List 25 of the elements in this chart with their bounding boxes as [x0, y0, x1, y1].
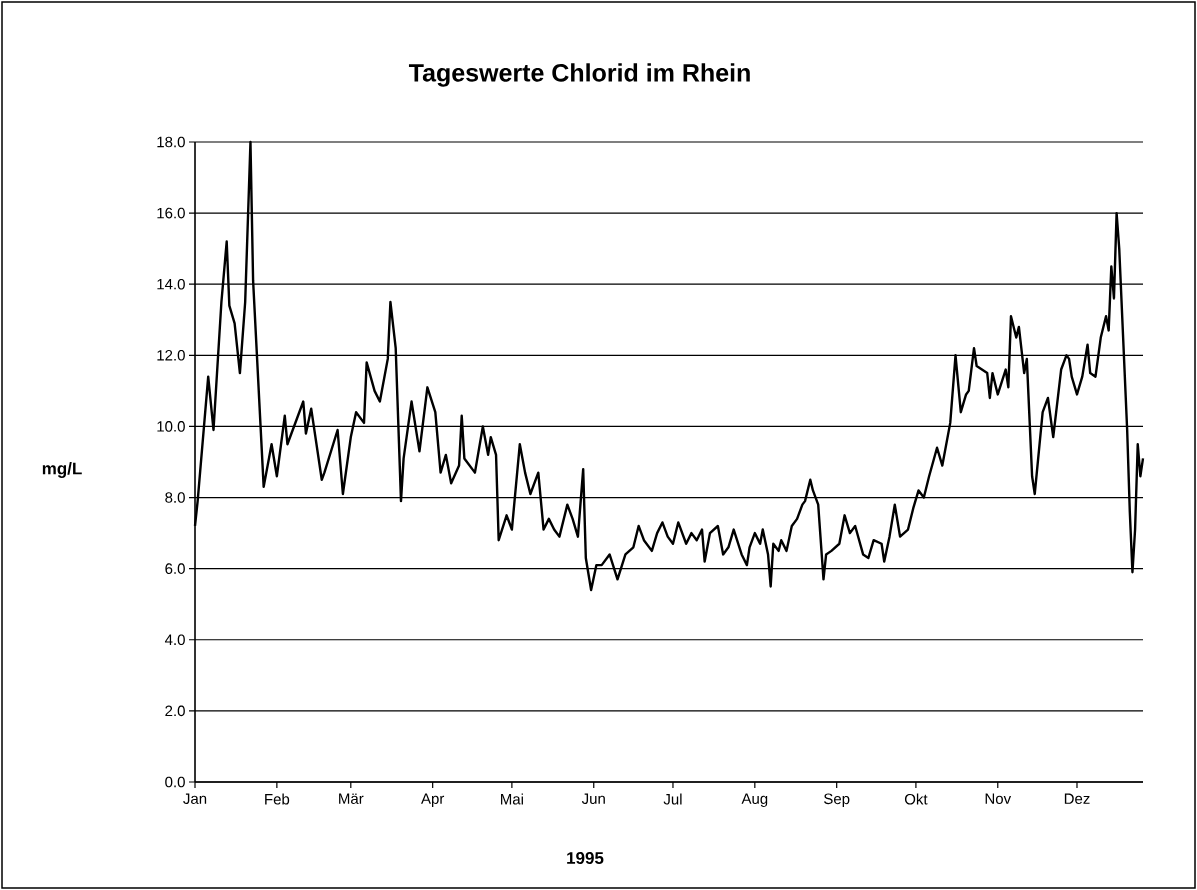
- chart-title: Tageswerte Chlorid im Rhein: [408, 63, 750, 87]
- x-tick-label: Mär: [339, 793, 364, 804]
- y-tick-label: 8.0: [165, 492, 185, 503]
- y-tick-label: 6.0: [165, 563, 185, 574]
- x-tick-label: Feb: [265, 793, 290, 805]
- x-tick-label: Jun: [581, 793, 605, 804]
- y-tick-label: 10.0: [157, 421, 185, 432]
- y-tick-label: 12.0: [157, 350, 185, 361]
- y-tick-label: 0.0: [165, 776, 185, 788]
- x-axis-title: 1995: [567, 851, 604, 865]
- x-tick-label: Nov: [985, 793, 1012, 804]
- x-tick-label: Jul: [663, 793, 682, 805]
- y-tick-label: 18.0: [157, 136, 185, 148]
- y-tick-label: 14.0: [157, 278, 185, 290]
- y-tick-label: 16.0: [157, 207, 185, 219]
- y-tick-label: 2.0: [165, 705, 185, 717]
- y-axis-title: mg/L: [42, 462, 82, 478]
- x-tick-label: Sep: [824, 793, 850, 808]
- x-tick-label: Apr: [421, 793, 445, 807]
- x-tick-label: Okt: [904, 793, 928, 805]
- x-tick-label: Mai: [501, 793, 523, 805]
- x-tick-label: Jan: [183, 793, 207, 804]
- x-tick-label: Dez: [1064, 793, 1090, 804]
- x-tick-label: Aug: [741, 793, 768, 807]
- y-tick-label: 4.0: [164, 634, 185, 646]
